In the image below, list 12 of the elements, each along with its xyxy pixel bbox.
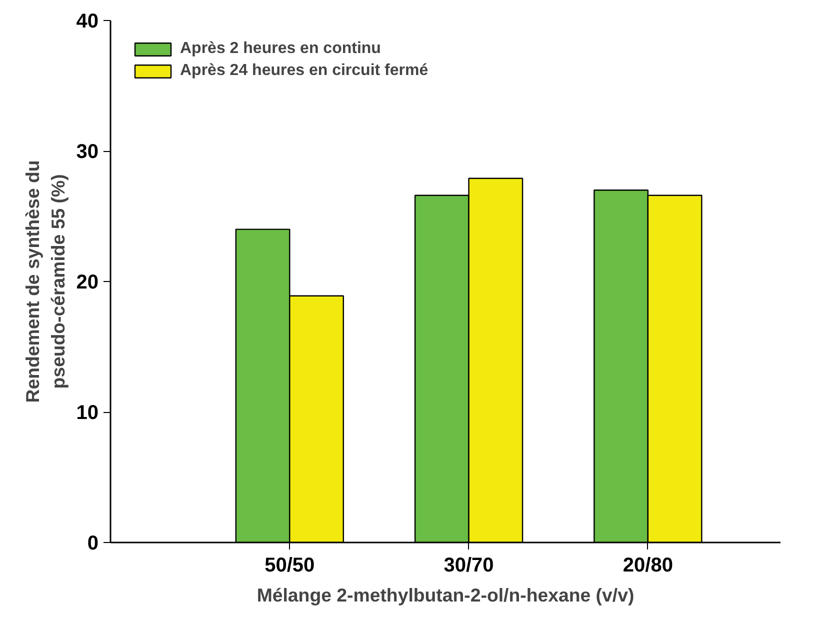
x-tick-label: 50/50 xyxy=(264,554,315,576)
y-tick-label: 40 xyxy=(76,10,99,32)
legend-label: Après 24 heures en circuit fermé xyxy=(180,62,428,80)
y-tick-label: 20 xyxy=(76,272,99,294)
x-tick-label: 30/70 xyxy=(444,554,494,576)
y-axis-title: Rendement de synthèse du pseudo-céramide 55 (%) xyxy=(22,160,68,403)
y-tick-label: 10 xyxy=(76,402,99,424)
y-tick-label: 30 xyxy=(76,141,99,163)
x-axis-title: Mélange 2-methylbutan-2-ol/n-hexane (v/v) xyxy=(256,584,634,606)
y-tick-label: 0 xyxy=(87,532,98,554)
legend-label: Après 2 heures en continu xyxy=(180,40,381,58)
x-tick-label: 20/80 xyxy=(622,554,673,576)
